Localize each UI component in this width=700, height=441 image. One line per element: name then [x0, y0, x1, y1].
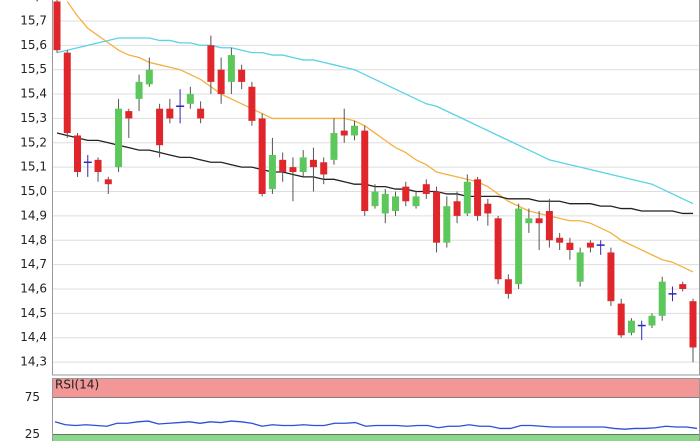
- candle-body: [299, 157, 307, 173]
- candle-body: [248, 86, 256, 121]
- moving-average: [66, 1, 694, 273]
- candle-body: [463, 181, 471, 214]
- candle-body: [586, 242, 594, 248]
- y-tick-label: 15,6: [20, 38, 47, 52]
- candle-body: [535, 218, 543, 224]
- rsi-line: [54, 420, 698, 430]
- candle-body: [309, 159, 317, 168]
- candle-body: [566, 242, 574, 250]
- candle-body: [617, 303, 625, 336]
- y-tick-label: 14,6: [20, 281, 47, 295]
- candle-body: [576, 252, 584, 282]
- candle-body: [474, 179, 482, 216]
- candle-body: [453, 201, 461, 216]
- rsi-band: [53, 379, 699, 398]
- candle-body: [125, 111, 133, 119]
- y-tick-label: 15,5: [20, 62, 47, 76]
- y-tick-label: 14,8: [20, 233, 47, 247]
- y-tick-label: 15,4: [20, 87, 47, 101]
- candle-body: [227, 55, 235, 82]
- candle-body: [156, 108, 164, 146]
- y-tick-label: 15,8: [20, 0, 47, 3]
- y-tick-label: 25: [25, 427, 40, 441]
- candle-body: [607, 252, 615, 302]
- candle-body: [217, 69, 225, 95]
- candle-body: [627, 320, 635, 333]
- candle-body: [381, 193, 389, 214]
- candle-body: [186, 94, 194, 104]
- candle-body: [361, 130, 369, 212]
- candle-body: [515, 208, 523, 285]
- candle-body: [207, 45, 215, 82]
- candle-body: [197, 108, 205, 119]
- y-tick-label: 15,0: [20, 184, 47, 198]
- y-tick-label: 14,4: [20, 330, 47, 344]
- y-tick-label: 14,3: [20, 355, 47, 369]
- candle-body: [340, 130, 348, 136]
- y-tick-label: 14,5: [20, 306, 47, 320]
- candle-body: [658, 281, 666, 316]
- candle-body: [402, 186, 410, 202]
- candle-body: [320, 162, 328, 175]
- candle-body: [258, 118, 266, 194]
- candle-body: [115, 108, 123, 168]
- candle-body: [53, 1, 61, 51]
- candle-body: [279, 159, 287, 173]
- candle-body: [412, 196, 420, 207]
- candle-body: [350, 125, 358, 136]
- candle-body: [504, 279, 512, 294]
- candle-body: [422, 184, 430, 194]
- y-tick-label: 15,3: [20, 111, 47, 125]
- candle-body: [648, 315, 656, 326]
- candle-body: [392, 196, 400, 212]
- moving-average: [56, 37, 694, 205]
- candle-body: [443, 206, 451, 243]
- panel-title: RSI(14): [55, 378, 99, 392]
- candle-body: [289, 167, 297, 173]
- rsi-band: [53, 434, 699, 441]
- candle-body: [679, 284, 687, 289]
- candle-body: [63, 52, 71, 134]
- y-tick-label: 15,7: [20, 13, 47, 27]
- y-tick-label: 75: [25, 390, 40, 404]
- candle-body: [74, 135, 82, 173]
- candle-body: [145, 69, 153, 85]
- candle-body: [94, 159, 102, 173]
- candle-body: [135, 81, 143, 99]
- candle-body: [166, 108, 174, 119]
- candle-body: [525, 218, 533, 224]
- candle-body: [545, 211, 553, 241]
- y-tick-label: 14,7: [20, 257, 47, 271]
- candle-body: [371, 191, 379, 207]
- y-tick-label: 15,1: [20, 160, 47, 174]
- y-tick-label: 14,9: [20, 208, 47, 222]
- candle-body: [556, 237, 564, 243]
- y-tick-label: 15,2: [20, 135, 47, 149]
- candle-body: [104, 179, 112, 185]
- candle-body: [689, 301, 697, 348]
- candle-body: [268, 154, 276, 190]
- candle-body: [238, 69, 246, 82]
- candle-body: [330, 133, 338, 160]
- candle-body: [433, 191, 441, 243]
- price-frame: [52, 0, 700, 376]
- candle-body: [484, 203, 492, 214]
- candle-body: [494, 218, 502, 280]
